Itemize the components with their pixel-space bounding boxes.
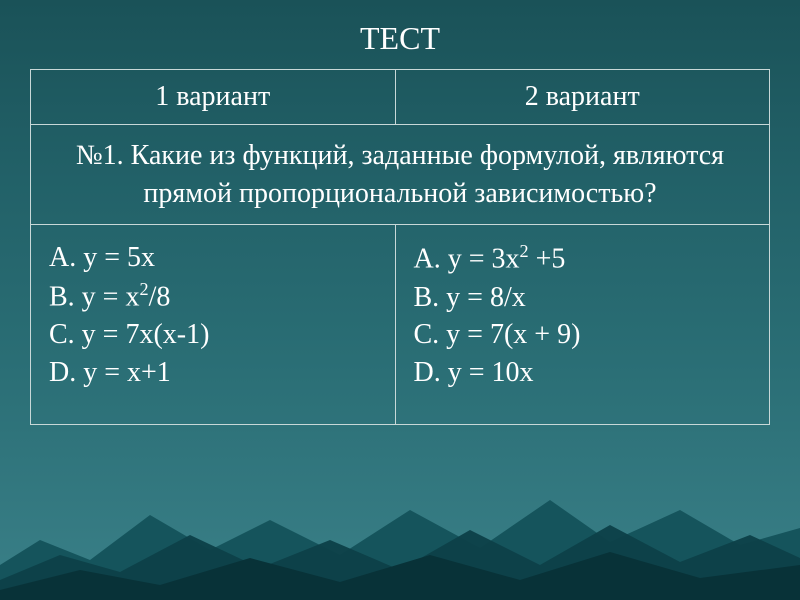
v2-option-a: A. у = 3х2 +5 <box>414 239 752 278</box>
header-variant-1: 1 вариант <box>31 70 396 125</box>
slide-title: ТЕСТ <box>30 20 770 57</box>
v2-option-c: C. у = 7(х + 9) <box>414 316 752 354</box>
v2-option-b: B. у = 8/х <box>414 279 752 317</box>
v1-option-b: B. у = х2/8 <box>49 277 377 316</box>
v2-option-d: D. у = 10х <box>414 354 752 392</box>
question-cell: №1. Какие из функций, заданные формулой,… <box>31 124 770 225</box>
v1-option-d: D. у = х+1 <box>49 354 377 392</box>
mountain-decoration <box>0 480 800 600</box>
variant-2-answers: A. у = 3х2 +5 B. у = 8/х C. у = 7(х + 9)… <box>395 225 770 425</box>
test-table: 1 вариант 2 вариант №1. Какие из функций… <box>30 69 770 425</box>
v1-option-c: C. у = 7х(х-1) <box>49 316 377 354</box>
v1-option-a: A. у = 5х <box>49 239 377 277</box>
variant-1-answers: A. у = 5х B. у = х2/8 C. у = 7х(х-1) D. … <box>31 225 396 425</box>
header-variant-2: 2 вариант <box>395 70 770 125</box>
